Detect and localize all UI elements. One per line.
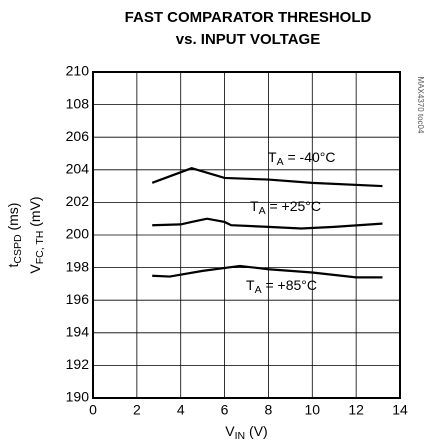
y-tick-label: 194 xyxy=(66,324,90,340)
x-tick-label: 14 xyxy=(392,402,408,418)
y-tick-label: 190 xyxy=(66,389,90,405)
series-line xyxy=(152,217,383,230)
series-label: TA = +25°C xyxy=(250,198,321,217)
x-tick-label: 12 xyxy=(348,402,364,418)
y-tick-label: 202 xyxy=(66,193,90,209)
x-tick-label: 8 xyxy=(265,402,273,418)
y-tick-label: 196 xyxy=(66,291,90,307)
y-tick-label: 198 xyxy=(66,258,90,274)
x-tick-label: 0 xyxy=(89,402,97,418)
chart-title: FAST COMPARATOR THRESHOLD xyxy=(125,9,372,26)
y-tick-label: 192 xyxy=(66,356,90,372)
x-tick-label: 2 xyxy=(133,402,141,418)
series-line xyxy=(152,264,383,279)
plot-frame xyxy=(92,71,401,399)
y-tick-label: 204 xyxy=(66,161,90,177)
chart-title: vs. INPUT VOLTAGE xyxy=(176,31,320,48)
x-tick-label: 6 xyxy=(221,402,229,418)
y-axis-label: VFC, TH (mV) xyxy=(27,196,46,273)
x-tick-label: 10 xyxy=(304,402,320,418)
y-axis-label: tCSPD (ms) xyxy=(5,203,24,268)
x-axis-label: VIN (V) xyxy=(225,423,267,442)
y-tick-label: 206 xyxy=(66,128,90,144)
series-line xyxy=(151,167,383,188)
y-tick-label: 108 xyxy=(66,95,90,111)
series-label: TA = -40°C xyxy=(268,149,335,168)
note: MAX4370 toc04 xyxy=(416,77,425,134)
x-tick-label: 4 xyxy=(177,402,185,418)
y-tick-label: 200 xyxy=(66,226,90,242)
series-label: TA = +85°C xyxy=(246,277,317,296)
y-tick-label: 210 xyxy=(66,63,90,79)
